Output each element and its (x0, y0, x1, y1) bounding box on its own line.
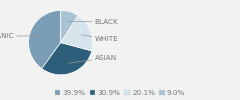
Wedge shape (61, 16, 93, 51)
Wedge shape (42, 43, 92, 75)
Text: HISPANIC: HISPANIC (0, 33, 40, 39)
Text: WHITE: WHITE (81, 35, 118, 42)
Wedge shape (29, 10, 61, 69)
Legend: 39.9%, 30.9%, 20.1%, 9.0%: 39.9%, 30.9%, 20.1%, 9.0% (54, 89, 186, 96)
Wedge shape (61, 10, 78, 43)
Text: ASIAN: ASIAN (68, 55, 117, 63)
Text: BLACK: BLACK (67, 19, 118, 25)
